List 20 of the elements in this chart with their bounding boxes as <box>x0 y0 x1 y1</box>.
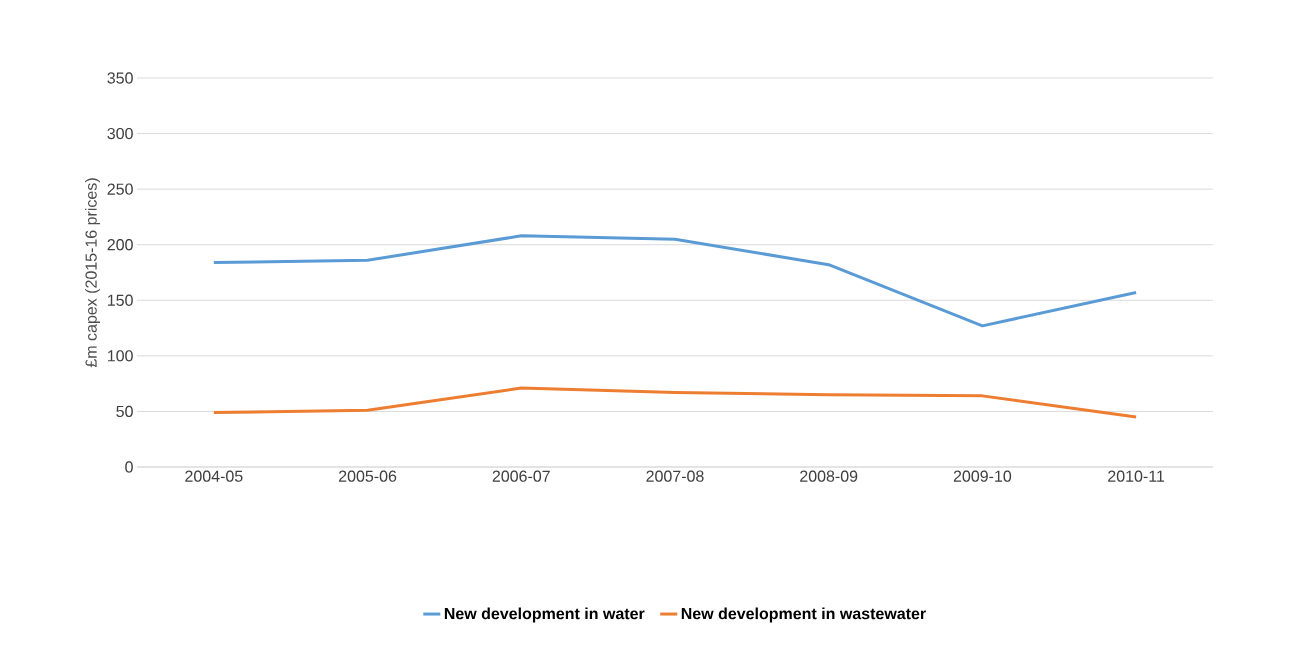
line-series <box>212 234 1138 328</box>
x-tick-label: 2010-11 <box>1108 470 1165 482</box>
y-tick-label: 250 <box>107 183 133 195</box>
legend-label: New development in water <box>444 607 645 623</box>
y-tick-label: 300 <box>107 127 133 140</box>
y-tick-label: 50 <box>116 405 133 418</box>
y-tick-label: 350 <box>107 72 133 84</box>
x-tick-label: 2009-10 <box>953 470 1012 482</box>
y-tick-label: 100 <box>108 350 133 362</box>
x-tick-label: 2007-08 <box>646 470 704 482</box>
legend-label: New development in wastewater <box>681 607 926 623</box>
x-tick-label: 2008-09 <box>800 470 858 482</box>
x-tick-label: 2004-05 <box>185 470 243 482</box>
line-series <box>212 386 1138 419</box>
y-tick-label: 200 <box>107 239 133 251</box>
y-tick-label: 150 <box>108 294 133 306</box>
y-tick-label: 0 <box>125 461 133 473</box>
x-tick-label: 2006-07 <box>492 470 550 482</box>
x-tick-label: 2005-06 <box>339 470 397 482</box>
y-axis-title: £m capex (2015-16 prices) <box>85 178 100 368</box>
